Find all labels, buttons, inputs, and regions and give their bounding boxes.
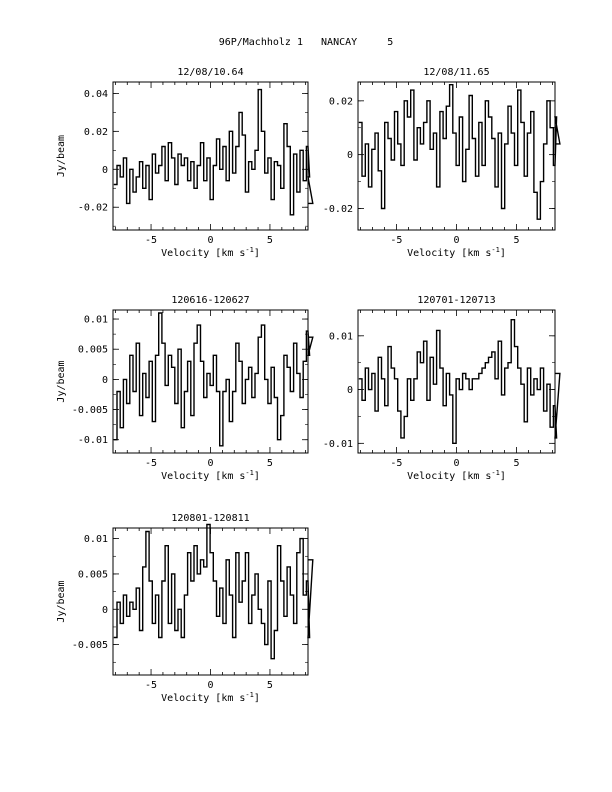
x-axis-label: Velocity [km s-1] (407, 469, 506, 482)
x-axis-label-sup: -1 (245, 469, 253, 477)
x-axis-label: Velocity [km s-1] (161, 691, 260, 704)
y-axis-label: Jy/beam (56, 135, 67, 177)
page-title: 96P/Machholz 1 NANCAY 5 (218, 37, 394, 48)
panel-5: -5 0 5 -0.005 0 0.005 0.01 120801-120811 Velocit… (56, 513, 314, 704)
x-axis-label-sup: -1 (245, 246, 253, 254)
panel-title: 120701-120713 (417, 295, 495, 306)
y-tick-label: -0.02 (323, 204, 353, 215)
x-axis-label-main: Velocity [km s (407, 248, 491, 259)
x-axis-label-tail: ] (254, 471, 260, 482)
spectrum-series-line (113, 88, 314, 216)
x-axis-label-tail: ] (500, 248, 506, 259)
x-tick-label: 5 (267, 458, 273, 469)
plot-frame (112, 81, 309, 231)
x-axis-label: Velocity [km s-1] (161, 246, 260, 259)
y-tick-label: 0.01 (84, 534, 108, 545)
x-tick-label: 5 (267, 235, 273, 246)
y-tick-label: -0.005 (72, 405, 108, 416)
y-tick-label: 0 (347, 385, 353, 396)
x-tick-label: -5 (145, 680, 157, 691)
y-axis-label: Jy/beam (56, 360, 67, 402)
x-tick-label: 0 (453, 458, 459, 469)
y-tick-label: 0.02 (329, 96, 353, 107)
y-tick-label: -0.01 (78, 435, 108, 446)
x-axis-label-sup: -1 (245, 691, 253, 699)
y-tick-label: -0.005 (72, 640, 108, 651)
y-tick-label: 0 (102, 375, 108, 386)
y-tick-label: 0.01 (84, 315, 108, 326)
spectrum-series-line (113, 312, 314, 447)
y-tick-label: 0.04 (84, 89, 108, 100)
panel-title: 120801-120811 (171, 513, 249, 524)
x-tick-label: -5 (145, 458, 157, 469)
spectrum-series-line (113, 523, 314, 660)
x-axis-label-tail: ] (254, 693, 260, 704)
panel-1: -5 0 5 -0.02 0 0.02 0.04 12/08/10.64 Velocity [k… (56, 67, 314, 259)
x-tick-label: -5 (390, 458, 402, 469)
x-tick-label: 5 (514, 458, 520, 469)
x-axis-label-main: Velocity [km s (161, 693, 245, 704)
x-tick-label: 5 (267, 680, 273, 691)
x-axis-label-sup: -1 (491, 246, 499, 254)
panel-3: -5 0 5 -0.01 -0.005 0 0.005 0.01 120616-120627 Ve… (56, 295, 314, 482)
x-axis-label-tail: ] (254, 248, 260, 259)
x-tick-label: 5 (514, 235, 520, 246)
x-axis-label-main: Velocity [km s (407, 471, 491, 482)
y-tick-label: -0.01 (323, 439, 353, 450)
y-tick-label: 0 (347, 150, 353, 161)
y-tick-label: 0 (102, 165, 108, 176)
y-tick-label: -0.02 (78, 203, 108, 214)
spectrum-series-line (358, 319, 561, 444)
x-tick-label: 0 (207, 680, 213, 691)
panel-2: -5 0 5 -0.02 0 0.02 12/08/11.65 Velocity [km s-… (323, 67, 561, 259)
y-tick-label: 0 (102, 605, 108, 616)
x-tick-label: 0 (453, 235, 459, 246)
panel-title: 120616-120627 (171, 295, 249, 306)
panel-4: -5 0 5 -0.01 0 0.01 120701-120713 Velocity [km … (323, 295, 561, 482)
y-axis-label: Jy/beam (56, 580, 67, 622)
y-tick-label: 0.01 (329, 331, 353, 342)
x-axis-label-main: Velocity [km s (161, 471, 245, 482)
y-tick-label: 0.005 (78, 345, 108, 356)
x-tick-label: -5 (390, 235, 402, 246)
x-tick-label: 0 (207, 235, 213, 246)
x-axis-label: Velocity [km s-1] (161, 469, 260, 482)
x-axis-label-tail: ] (500, 471, 506, 482)
x-axis-label: Velocity [km s-1] (407, 246, 506, 259)
y-tick-label: 0.005 (78, 569, 108, 580)
x-axis-label-sup: -1 (491, 469, 499, 477)
x-tick-label: 0 (207, 458, 213, 469)
y-tick-label: 0.02 (84, 127, 108, 138)
x-tick-label: -5 (145, 235, 157, 246)
panel-title: 12/08/10.64 (177, 67, 243, 78)
panel-title: 12/08/11.65 (423, 67, 489, 78)
x-axis-label-main: Velocity [km s (161, 248, 245, 259)
spectrum-series-line (358, 84, 561, 220)
